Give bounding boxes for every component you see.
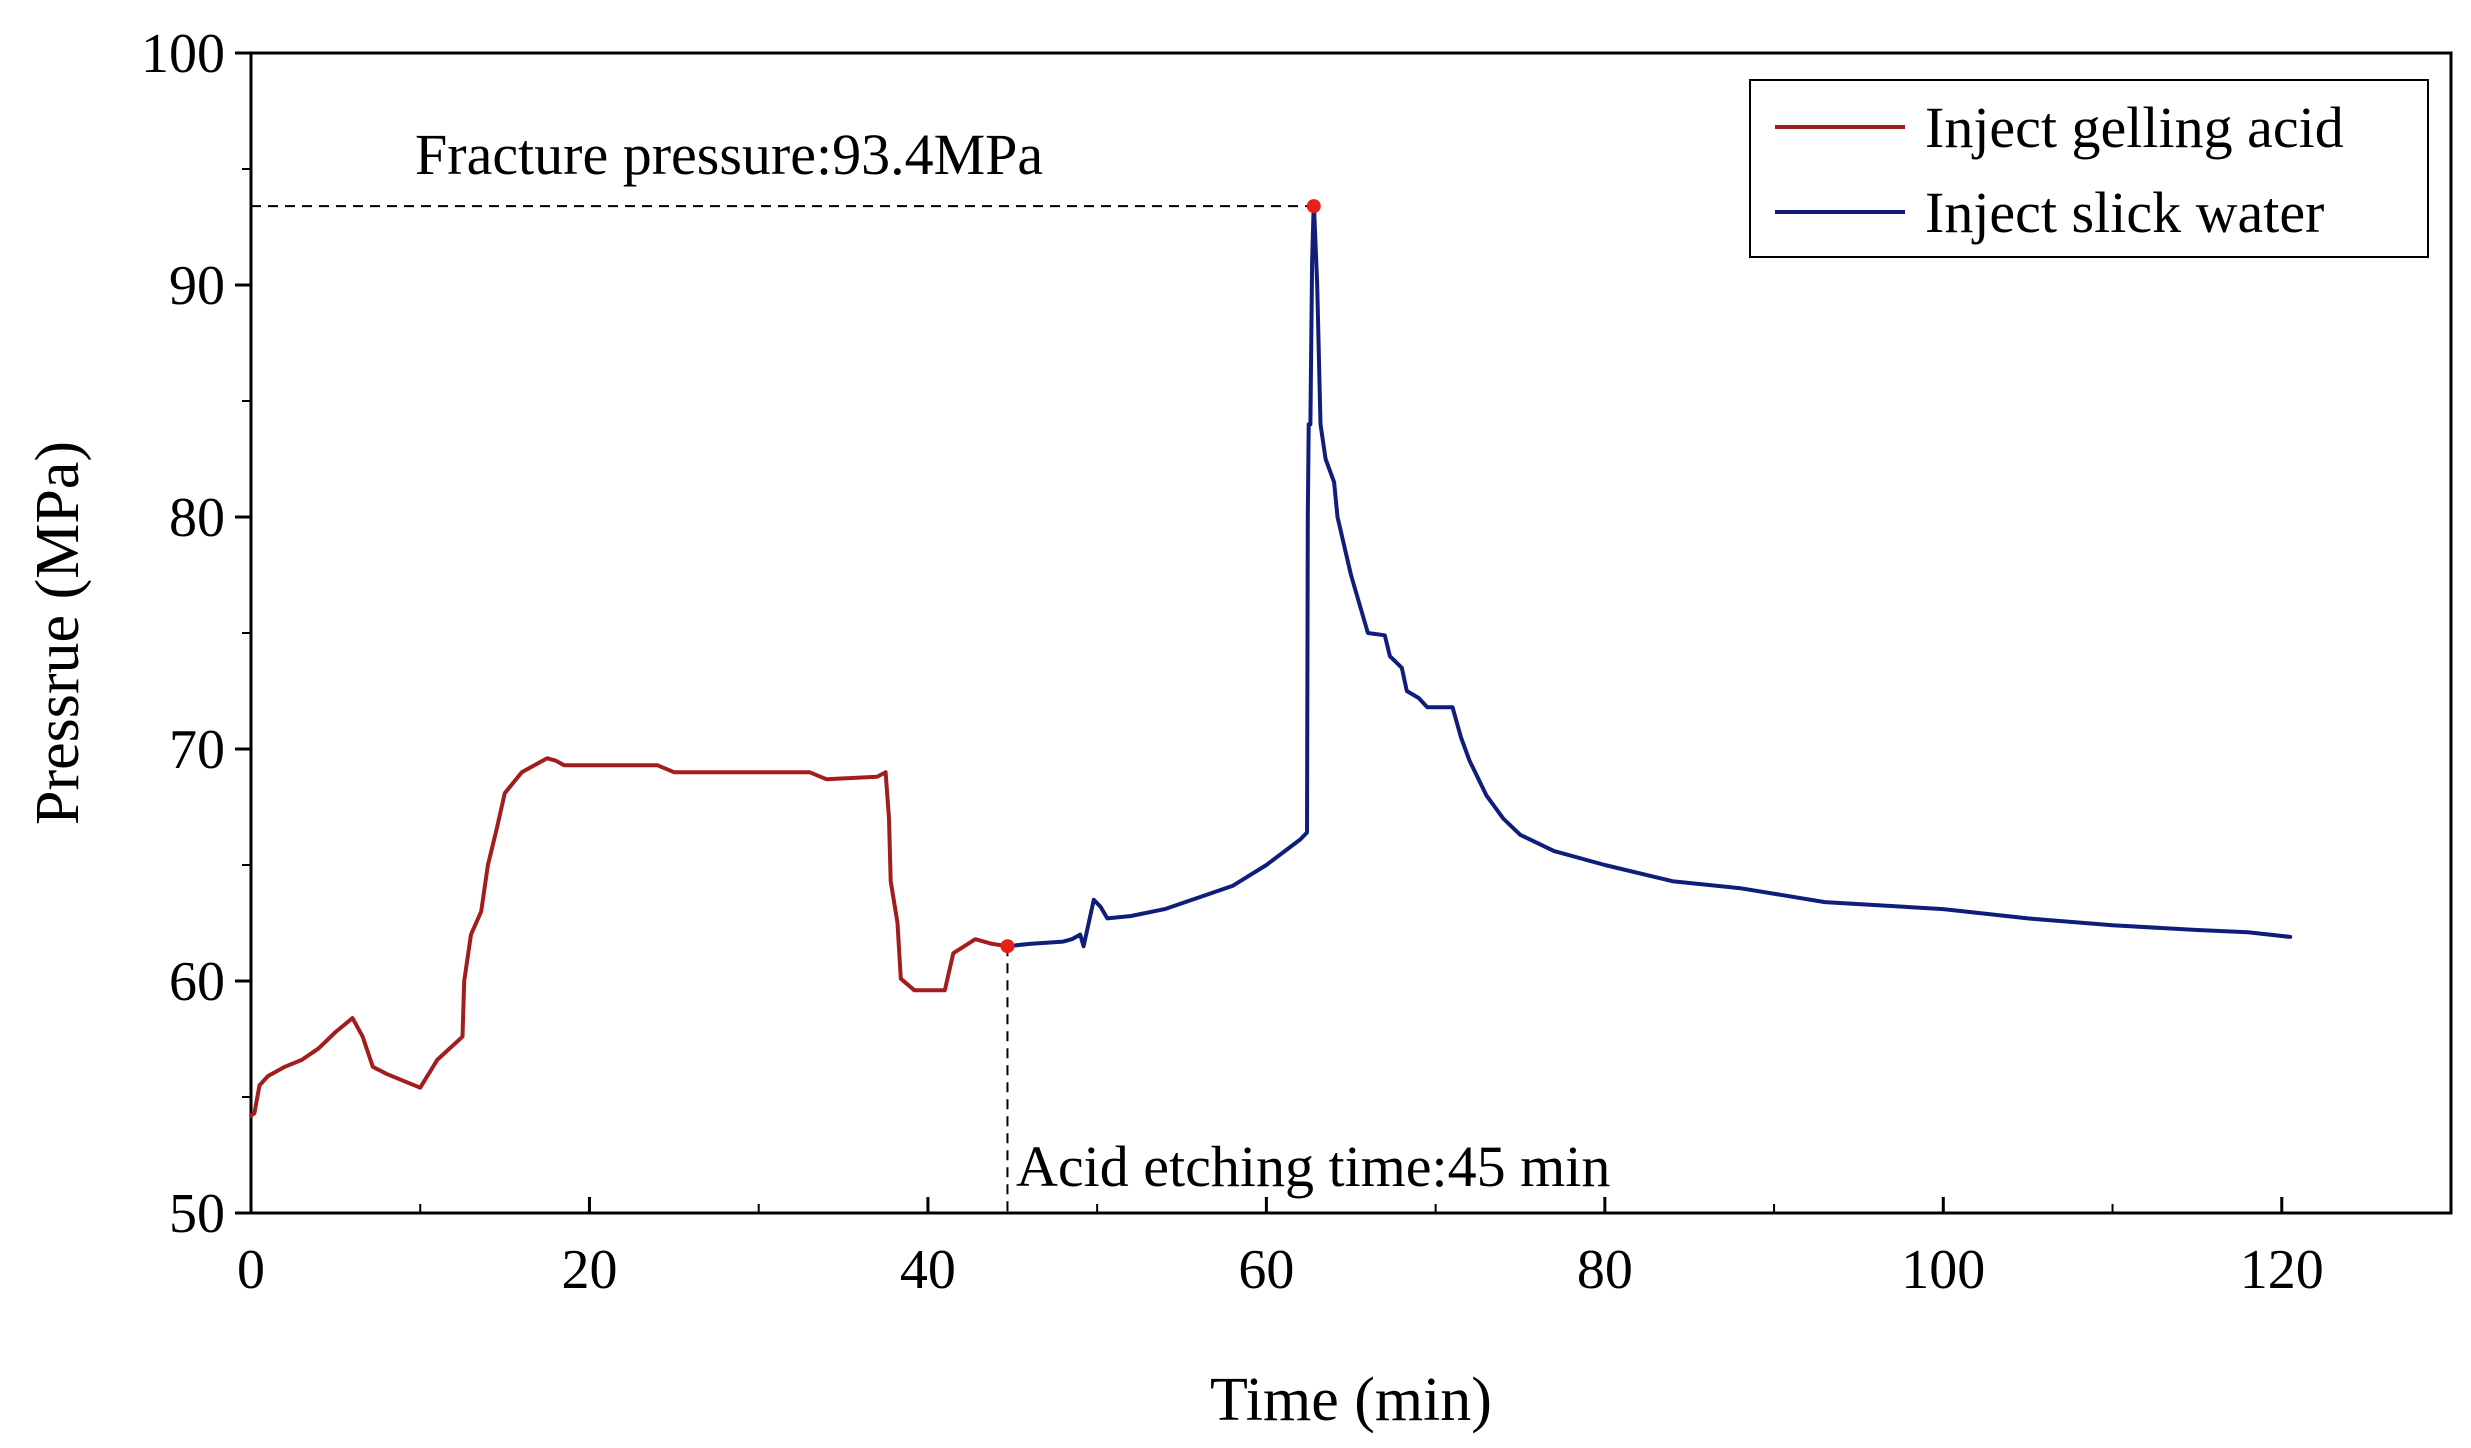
x-tick-label: 20 — [561, 1239, 617, 1301]
x-tick-label: 100 — [1901, 1239, 1985, 1301]
y-tick-label: 80 — [169, 487, 225, 549]
fracture-pressure-label: Fracture pressure:93.4MPa — [415, 122, 1043, 187]
axis-tick-labels: 0 20 40 60 80 100 120 50 60 70 80 90 100 — [141, 23, 2324, 1301]
y-axis-title: Pressrue (MPa) — [24, 441, 92, 825]
x-tick-label: 120 — [2240, 1239, 2324, 1301]
series-line-gelling-acid — [249, 756, 1010, 1118]
legend-label-gelling-acid: Inject gelling acid — [1925, 95, 2344, 160]
y-tick-label: 60 — [169, 951, 225, 1013]
series-line-slick-water — [1005, 199, 2293, 949]
y-tick-label: 70 — [169, 719, 225, 781]
x-axis-title: Time (min) — [1210, 1366, 1492, 1434]
y-tick-label: 100 — [141, 23, 225, 85]
x-tick-label: 40 — [900, 1239, 956, 1301]
x-tick-label: 80 — [1577, 1239, 1633, 1301]
axis-ticks — [235, 51, 2452, 1215]
legend: Inject gelling acid Inject slick water — [1749, 79, 2429, 258]
annotation-guides — [251, 205, 1314, 1213]
series-lines — [249, 199, 2293, 1118]
acid-etching-marker — [1000, 939, 1015, 954]
y-tick-label: 50 — [169, 1183, 225, 1245]
legend-label-slick-water: Inject slick water — [1925, 180, 2324, 245]
data-markers — [1000, 199, 1321, 954]
acid-etching-time-label: Acid etching time:45 min — [1016, 1134, 1610, 1199]
fracture-pressure-marker — [1306, 199, 1321, 214]
legend-box — [1749, 79, 2429, 258]
x-tick-label: 60 — [1238, 1239, 1294, 1301]
x-tick-label: 0 — [237, 1239, 265, 1301]
y-tick-label: 90 — [169, 255, 225, 317]
